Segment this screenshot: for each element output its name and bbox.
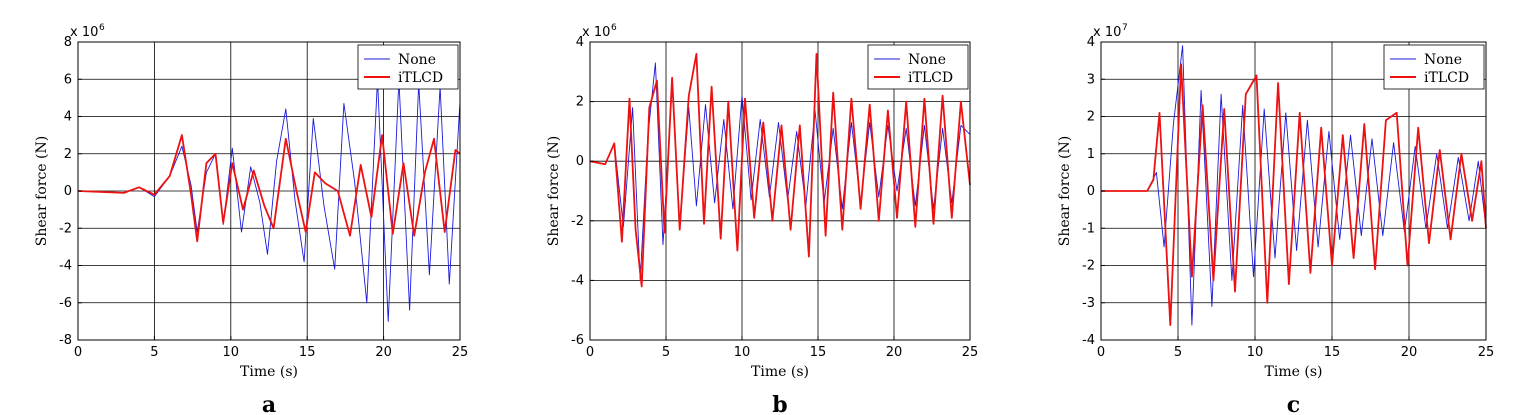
y-tick-label: -3 — [1082, 296, 1095, 311]
panel-label: a — [262, 392, 276, 415]
y-multiplier-exponent: 6 — [611, 23, 617, 33]
y-tick-label: -2 — [59, 221, 72, 236]
x-tick-label: 0 — [586, 345, 594, 360]
y-tick-label: 0 — [576, 154, 584, 169]
x-tick-label: 15 — [1324, 345, 1341, 360]
legend-label-itlcd: iTLCD — [908, 70, 953, 86]
legend-box — [1383, 44, 1485, 90]
legend-label-none: None — [1424, 52, 1462, 68]
y-multiplier: x 10 — [70, 25, 98, 40]
x-tick-label: 15 — [810, 345, 827, 360]
y-tick-label: -4 — [59, 259, 72, 274]
y-multiplier: x 10 — [582, 25, 610, 40]
y-tick-label: 3 — [1087, 72, 1095, 87]
y-axis-label: Shear force (N) — [34, 136, 50, 246]
x-tick-label: 5 — [1174, 345, 1182, 360]
y-multiplier: x 10 — [1093, 25, 1121, 40]
y-tick-label: 2 — [1087, 110, 1095, 125]
x-tick-label: 15 — [299, 345, 316, 360]
x-axis-label: Time (s) — [240, 364, 298, 380]
y-tick-label: 6 — [64, 72, 72, 87]
y-tick-label: 4 — [64, 110, 72, 125]
x-tick-label: 0 — [74, 345, 82, 360]
y-tick-label: 8 — [64, 35, 72, 50]
x-tick-label: 0 — [1097, 345, 1105, 360]
x-tick-label: 25 — [962, 345, 979, 360]
y-tick-label: -1 — [1082, 221, 1095, 236]
y-tick-label: -4 — [571, 273, 584, 288]
y-tick-label: -8 — [59, 333, 72, 348]
chart-panel-c: 0 5 10 15 20 25 -4 -3 -2 -1 0 1 2 3 4x 10 7 Time (s) Shea… — [1057, 23, 1494, 415]
x-axis-label: Time (s) — [751, 364, 809, 380]
panel-label: b — [772, 392, 787, 415]
x-tick-label: 20 — [375, 345, 392, 360]
x-tick-label: 20 — [886, 345, 903, 360]
y-multiplier-exponent: 6 — [99, 23, 105, 33]
x-tick-label: 10 — [223, 345, 240, 360]
x-tick-label: 25 — [452, 345, 469, 360]
y-tick-label: 4 — [1087, 35, 1095, 50]
legend-label-itlcd: iTLCD — [1424, 70, 1469, 86]
x-tick-label: 10 — [1247, 345, 1264, 360]
y-axis-label: Shear force (N) — [546, 136, 562, 246]
y-axis-label: Shear force (N) — [1057, 136, 1073, 246]
x-tick-label: 20 — [1401, 345, 1418, 360]
legend-label-none: None — [908, 52, 946, 68]
legend-box — [357, 44, 459, 90]
x-tick-label: 25 — [1478, 345, 1495, 360]
x-tick-label: 5 — [662, 345, 670, 360]
series-line-itlcd — [1101, 63, 1487, 327]
series-line-itlcd — [589, 53, 971, 288]
y-tick-label: 2 — [576, 95, 584, 110]
x-tick-label: 5 — [150, 345, 158, 360]
series-line-none — [589, 62, 971, 281]
legend-label-itlcd: iTLCD — [398, 70, 443, 86]
legend-box — [867, 44, 969, 90]
y-tick-label: -2 — [1082, 259, 1095, 274]
y-multiplier-exponent: 7 — [1122, 23, 1128, 33]
series-line-itlcd — [77, 134, 461, 243]
x-axis-label: Time (s) — [1265, 364, 1323, 380]
y-tick-label: 0 — [1087, 184, 1095, 199]
x-tick-label: 10 — [734, 345, 751, 360]
y-tick-label: 1 — [1087, 147, 1095, 162]
y-tick-label: -6 — [571, 333, 584, 348]
y-tick-label: -2 — [571, 214, 584, 229]
legend-label-none: None — [398, 52, 436, 68]
chart-panel-b: 0 5 10 15 20 25 -6 -4 -2 0 2 4x 10 6 Time (s) Shear fo… — [546, 23, 978, 415]
y-tick-label: -6 — [59, 296, 72, 311]
y-tick-label: 2 — [64, 147, 72, 162]
y-tick-label: 0 — [64, 184, 72, 199]
panel-label: c — [1287, 392, 1300, 415]
axes-frame — [589, 41, 971, 341]
y-tick-label: 4 — [576, 35, 584, 50]
y-tick-label: -4 — [1082, 333, 1095, 348]
